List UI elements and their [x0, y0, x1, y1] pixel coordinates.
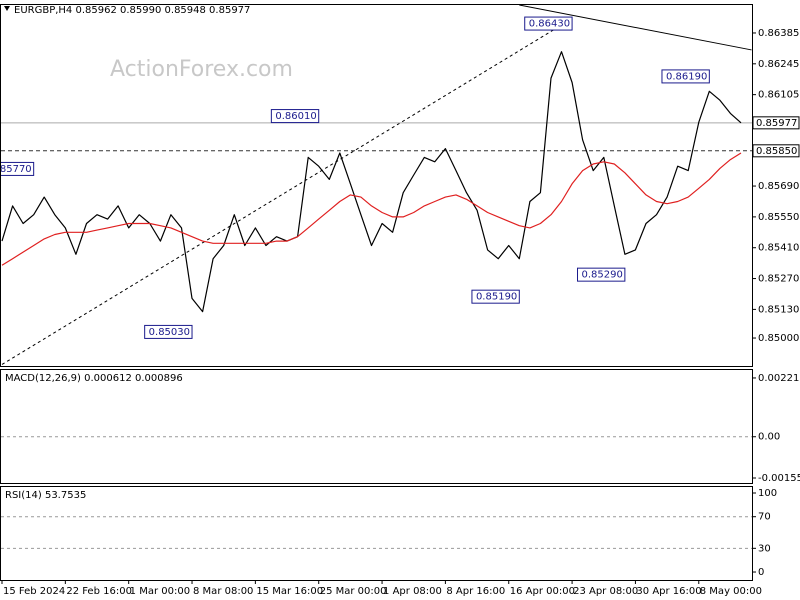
x-tick-label: 30 Apr 16:00: [636, 586, 701, 597]
swing-label-box: [270, 109, 320, 124]
swing-label-text: 0.86190: [666, 71, 707, 82]
x-tick-label: 22 Feb 16:00: [66, 586, 132, 597]
swing-label-box: [144, 324, 193, 339]
swing-label-box: [524, 16, 573, 31]
y-tick-label: 0.002216: [758, 373, 800, 384]
trendline: [519, 5, 752, 51]
swing-label: 0.86430: [524, 16, 573, 31]
symbol-icon: [4, 6, 10, 11]
price-label-box: [752, 144, 800, 158]
x-tick-label: 16 Apr 00:00: [510, 586, 575, 597]
x-tick-label: 8 Apr 16:00: [446, 586, 505, 597]
swing-label: 0.85190: [471, 289, 520, 304]
swing-label-box: [577, 267, 626, 282]
rsi-title: RSI(14) 53.7535: [5, 490, 86, 501]
y-tick-label: -0.001556: [758, 473, 800, 484]
swing-label-text: 0.85190: [476, 292, 517, 303]
x-tick-label: 15 Feb 2024: [3, 586, 65, 597]
y-tick-label: 0.85550: [758, 212, 799, 223]
y-tick-label: 100: [758, 488, 777, 499]
macd-title: MACD(12,26,9) 0.000612 0.000896: [5, 373, 183, 384]
x-tick-label: 23 Apr 08:00: [573, 586, 638, 597]
swing-label-text: 0.85290: [582, 270, 623, 281]
y-tick-label: 70: [758, 512, 771, 523]
x-tick-label: 15 Mar 16:00: [256, 586, 323, 597]
x-tick-label: 25 Mar 00:00: [320, 586, 387, 597]
x-tick-label: 8 May 00:00: [700, 586, 762, 597]
price-label-box: [752, 116, 800, 130]
swing-label-text: 0.85030: [149, 327, 190, 338]
y-tick-label: 30: [758, 543, 771, 554]
rsi-panel: [0, 486, 753, 581]
price-label: 0.85850: [756, 146, 797, 157]
series-line: [1, 51, 742, 313]
y-tick-label: 0.00: [758, 432, 780, 443]
y-tick-label: 0.86245: [758, 59, 799, 70]
macd-panel: [0, 369, 753, 484]
watermark: ActionForex.com: [110, 57, 293, 82]
price-label: 0.85977: [756, 118, 797, 129]
y-tick-label: 0.86105: [758, 90, 799, 101]
y-tick-label: 0.85410: [758, 243, 799, 254]
y-tick-label: 0.85000: [758, 333, 799, 344]
swing-label-text: 0.86430: [529, 19, 570, 30]
swing-label-box: [661, 69, 710, 84]
swing-label: 0.86190: [661, 69, 710, 84]
x-tick-label: 1 Mar 00:00: [130, 586, 190, 597]
y-tick-label: 0.85690: [758, 181, 799, 192]
price-panel: [0, 4, 753, 367]
chart-title: EURGBP,H4 0.85962 0.85990 0.85948 0.8597…: [14, 5, 250, 16]
x-tick-label: 8 Mar 08:00: [193, 586, 253, 597]
x-tick-label: 1 Apr 08:00: [383, 586, 442, 597]
swing-label: 0.85030: [144, 324, 193, 339]
swing-label-box: [1, 161, 35, 176]
swing-label: 0.86010: [270, 109, 320, 124]
swing-label-text: 0.86010: [275, 111, 316, 122]
y-tick-label: 0.86385: [758, 28, 799, 39]
y-tick-label: 0: [758, 567, 764, 578]
swing-label-box: [471, 289, 520, 304]
swing-label: 0.85290: [577, 267, 626, 282]
y-tick-label: 0.85270: [758, 274, 799, 285]
series-line: [1, 152, 742, 266]
y-tick-label: 0.85130: [758, 304, 799, 315]
swing-label: 0.85770: [0, 161, 35, 176]
swing-label-text: 0.85770: [0, 164, 32, 175]
